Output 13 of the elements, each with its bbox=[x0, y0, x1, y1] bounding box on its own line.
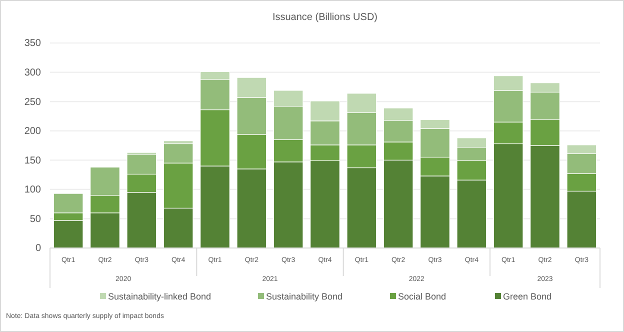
legend-label: Sustainability Bond bbox=[266, 292, 343, 302]
y-tick-label: 50 bbox=[30, 214, 42, 225]
y-tick-label: 300 bbox=[24, 67, 42, 78]
y-tick-label: 100 bbox=[24, 184, 42, 196]
y-tick-label: 150 bbox=[24, 155, 42, 166]
chart-title: Issuance (Billions USD) bbox=[272, 12, 378, 23]
legend-label: Green Bond bbox=[503, 292, 552, 302]
y-tick-label: 250 bbox=[24, 96, 42, 108]
y-tick-label: 350 bbox=[24, 38, 42, 50]
y-tick-label: 0 bbox=[35, 243, 42, 254]
y-tick-label: 200 bbox=[24, 126, 42, 138]
legend-label: Social Bond bbox=[398, 292, 446, 302]
legend-label: Sustainability-linked Bond bbox=[108, 292, 212, 302]
